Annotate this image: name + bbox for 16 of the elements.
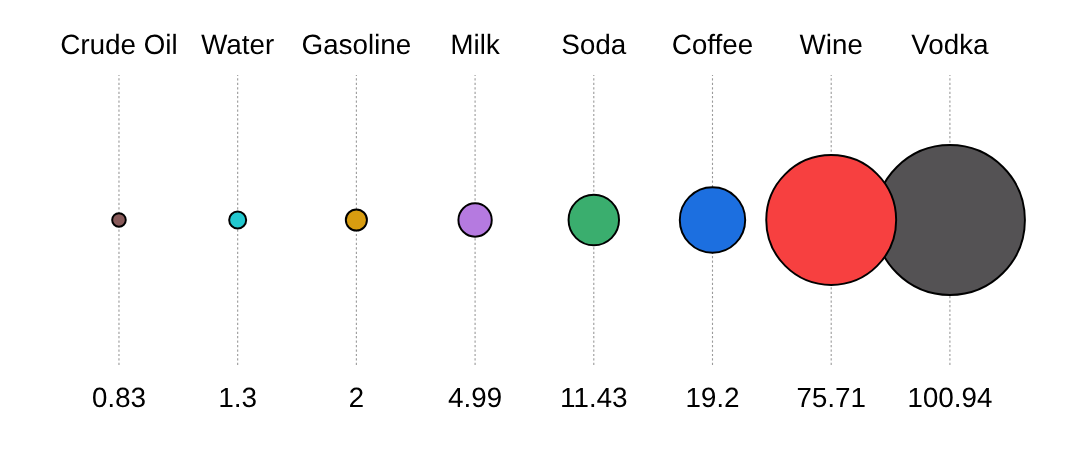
category-label: Wine xyxy=(799,33,862,55)
data-label: 0.83 xyxy=(93,387,145,408)
data-label: 1.3 xyxy=(220,387,256,408)
category-label: Coffee xyxy=(673,33,752,55)
category-label: Water xyxy=(201,34,274,55)
category-label: Vodka xyxy=(911,33,989,55)
data-label: 75.71 xyxy=(797,387,865,408)
category-label: Gasoline xyxy=(302,33,410,55)
data-label: 100.94 xyxy=(909,387,992,408)
data-label: 19.2 xyxy=(687,387,739,408)
category-label: Soda xyxy=(562,33,627,55)
category-label: Crude Oil xyxy=(61,33,176,55)
data-label: 2 xyxy=(350,387,363,407)
data-label: 4.99 xyxy=(448,387,501,408)
category-label: Milk xyxy=(452,33,500,54)
data-label: 11.43 xyxy=(562,387,627,408)
